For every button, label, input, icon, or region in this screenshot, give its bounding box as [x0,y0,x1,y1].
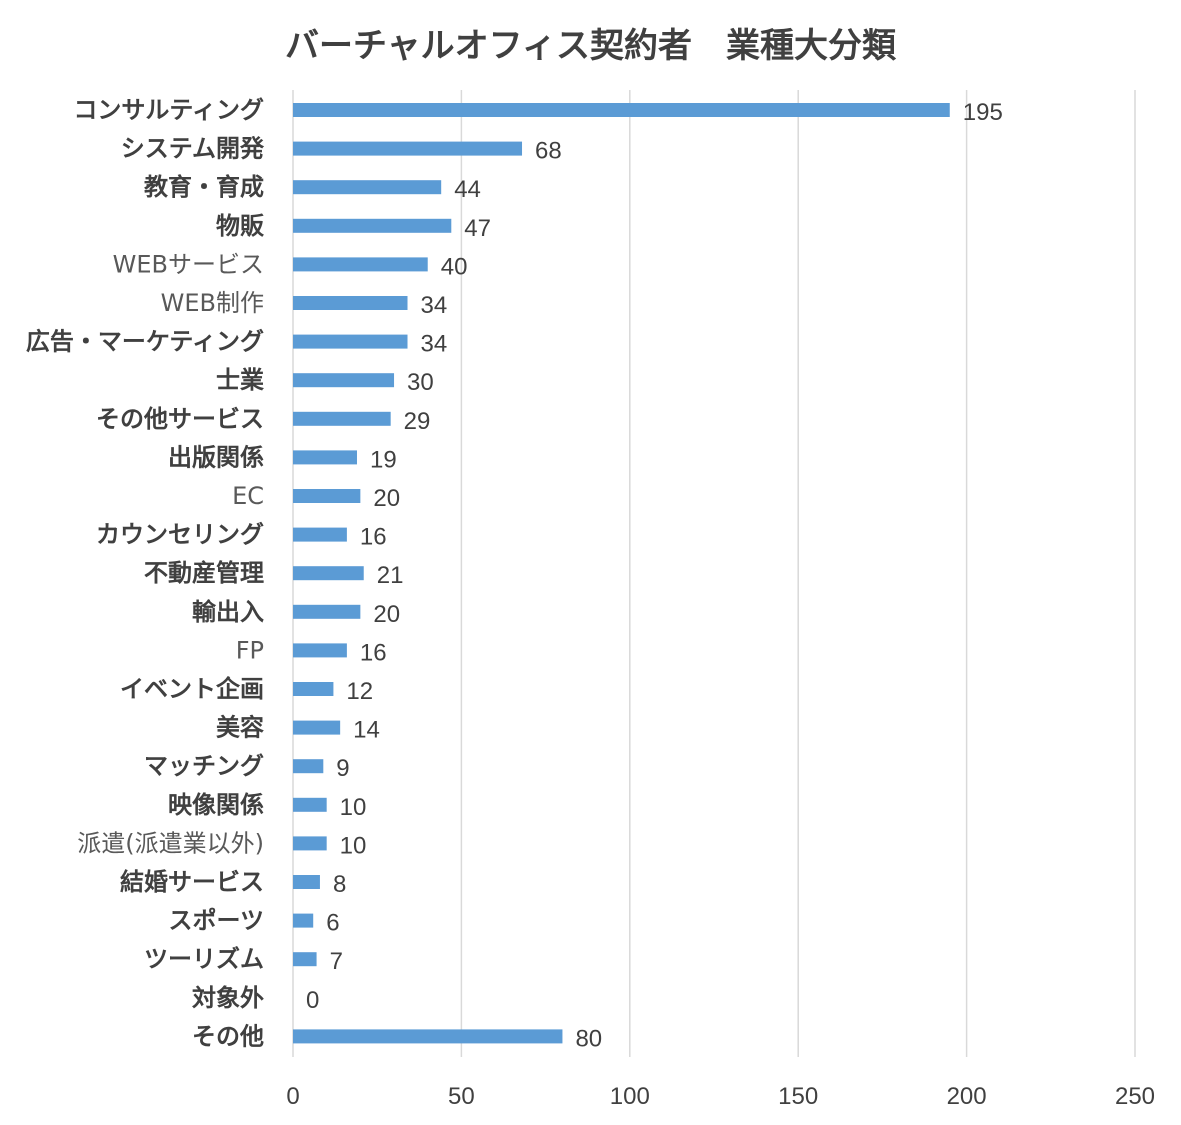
category-label: その他サービス [96,405,264,433]
bar [293,720,341,735]
data-label: 34 [421,292,448,319]
x-tick-label: 150 [778,1083,818,1110]
data-label: 0 [306,987,319,1014]
bar [293,411,391,426]
data-label: 12 [346,678,373,705]
data-label: 44 [454,176,481,203]
value-labels: 1956844474034343029192016212016121491010… [306,99,1003,1052]
bar [293,296,408,310]
grid-lines [292,90,1136,1057]
x-tick-label: 0 [286,1083,299,1110]
data-label: 195 [963,99,1003,126]
data-label: 9 [336,755,349,782]
bar [293,604,361,619]
category-label: 広告・マーケティング [26,328,264,356]
bar [293,759,324,774]
data-label: 6 [326,910,339,937]
data-label: 14 [353,717,380,744]
data-label: 8 [333,871,346,898]
bar [293,836,327,851]
data-label: 10 [340,832,367,859]
category-label: 不動産管理 [144,559,264,587]
data-label: 16 [360,524,387,551]
bar [293,952,317,967]
data-label: 68 [535,138,562,165]
bar [293,527,347,542]
data-label: 7 [330,948,343,975]
x-tick-label: 100 [610,1083,650,1110]
data-label: 40 [441,253,468,280]
data-label: 20 [373,601,400,628]
category-label: 出版関係 [168,443,264,471]
data-label: 19 [370,446,397,473]
bar [293,373,395,388]
chart-title: バーチャルオフィス契約者 業種大分類 [285,26,896,66]
category-label: 美容 [216,714,264,742]
data-label: 34 [421,331,448,358]
data-label: 21 [377,562,404,589]
bar [293,682,334,696]
bar [293,180,442,195]
x-tick-label: 200 [947,1083,987,1110]
bar [293,913,314,928]
bar [293,450,357,465]
category-label: 映像関係 [168,791,264,819]
category-label: 派遣(派遣業以外) [77,829,264,857]
data-label: 29 [404,408,431,435]
bar [293,489,361,503]
category-label: FP [236,636,264,664]
bar [293,643,347,658]
x-tick-label: 50 [448,1083,475,1110]
category-label: システム開発 [121,135,265,163]
data-label: 80 [575,1025,602,1052]
data-label: 47 [464,215,491,242]
category-label: WEBサービス [113,250,264,278]
bar [293,218,452,233]
category-label: カウンセリング [96,521,264,549]
x-tick-label: 250 [1115,1083,1155,1110]
data-label: 30 [407,369,434,396]
category-label: 対象外 [192,984,264,1012]
bar [293,797,327,812]
category-label: 結婚サービス [120,868,264,896]
data-label: 16 [360,639,387,666]
data-label: 10 [340,794,367,821]
category-label: EC [232,482,264,510]
bar [293,334,408,349]
bars [293,103,950,1044]
category-label: 教育・育成 [144,173,264,201]
bar [293,141,523,156]
bar [293,875,320,889]
x-tick-labels: 0 50 100 150 200 250 [286,1083,1155,1110]
bar [293,103,950,117]
category-label: マッチング [144,752,264,780]
category-label: イベント企画 [120,675,264,703]
data-label: 20 [373,485,400,512]
bar [293,1029,563,1044]
category-label: 輸出入 [192,598,264,626]
category-label: WEB制作 [161,289,264,317]
category-label: スポーツ [168,907,264,935]
category-label: コンサルティング [73,96,264,124]
category-label: ツーリズム [144,945,264,973]
bar [293,566,364,581]
category-label: 物販 [216,212,265,240]
bar [293,257,428,272]
category-label: その他 [192,1022,264,1050]
category-label: 士業 [216,366,264,394]
